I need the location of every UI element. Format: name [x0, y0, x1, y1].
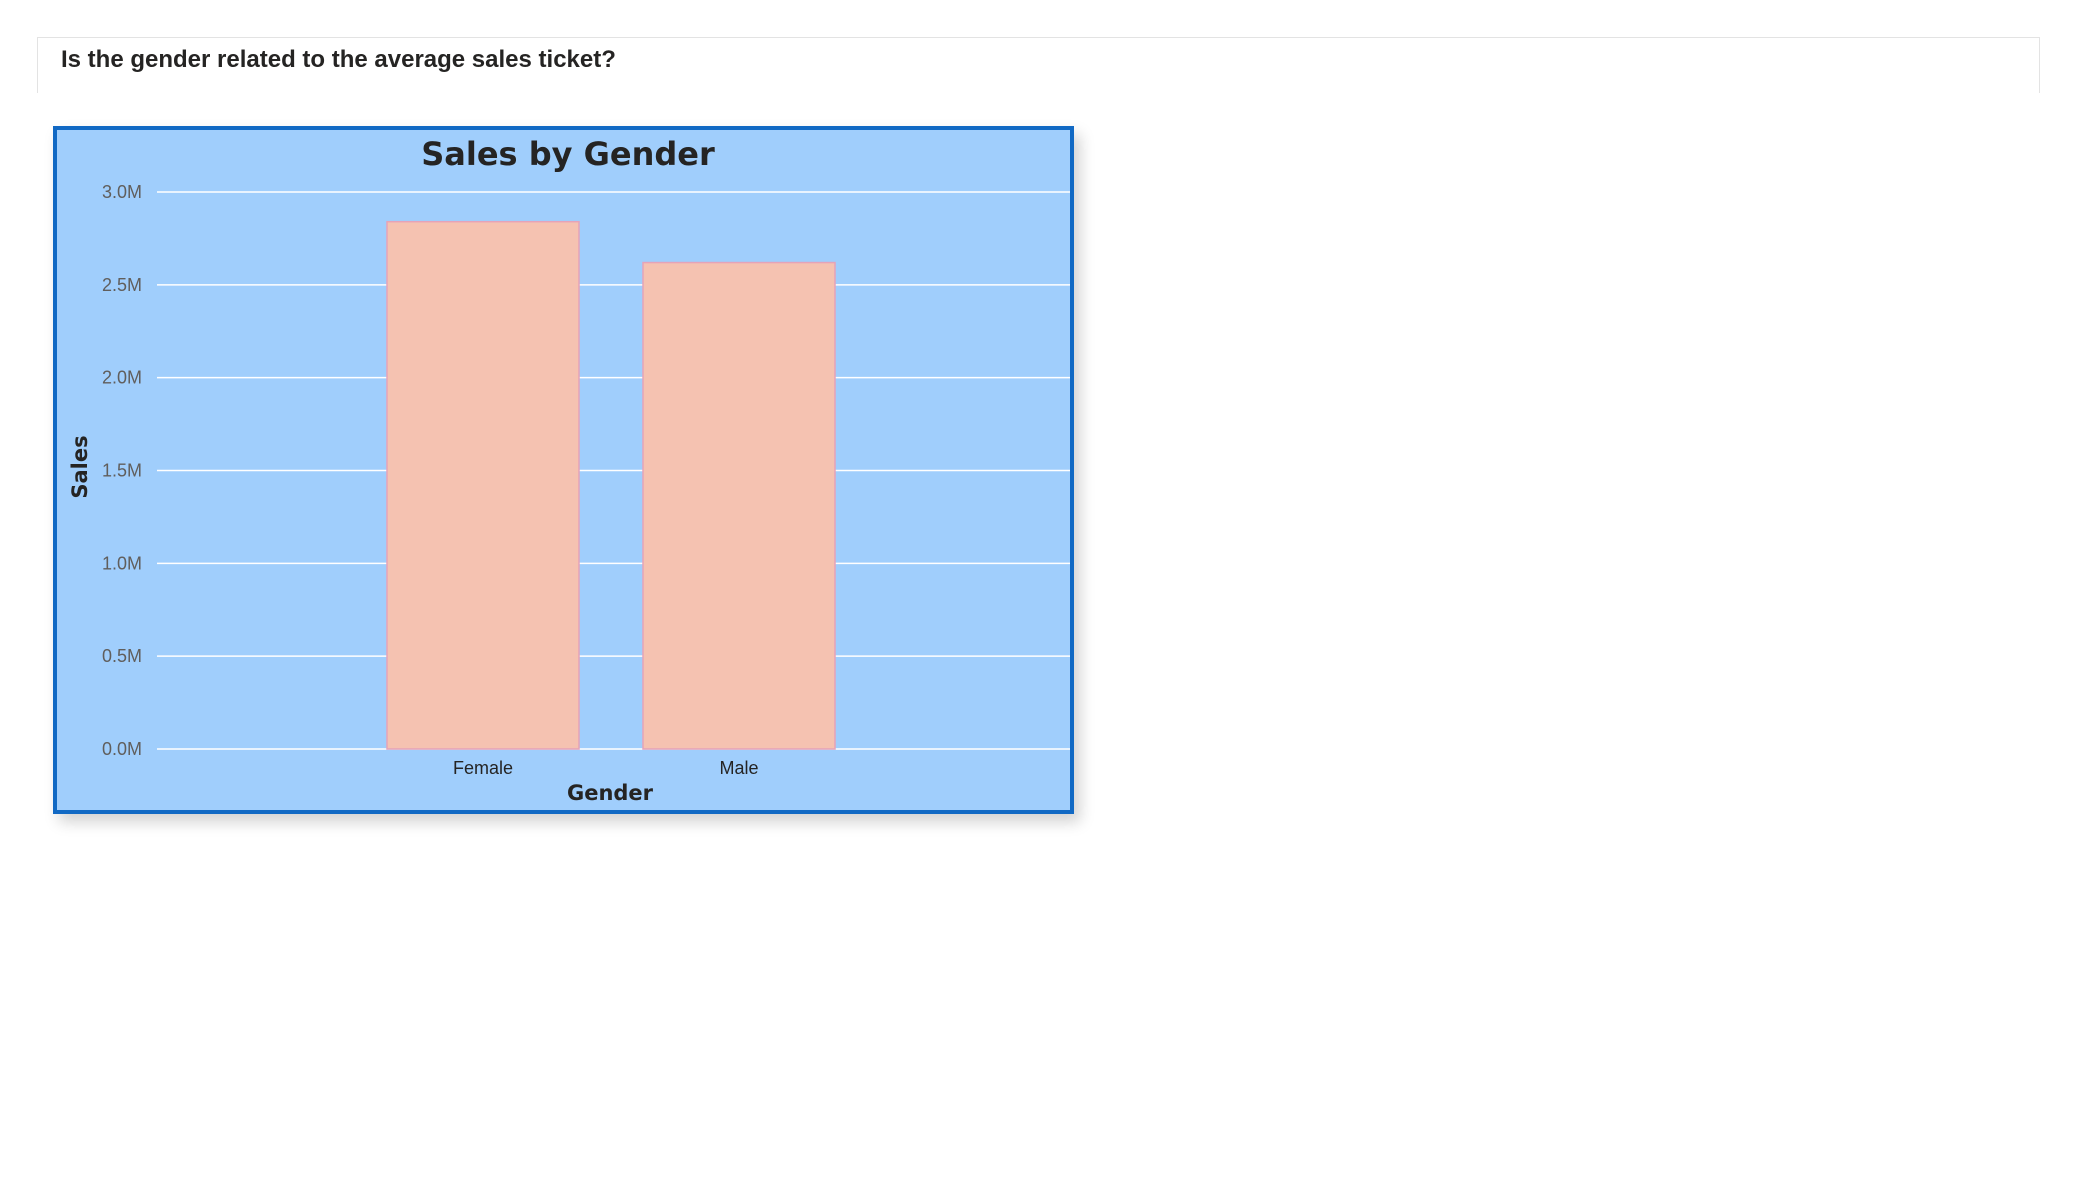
bar-chart: 0.0M0.5M1.0M1.5M2.0M2.5M3.0M Female Male …	[68, 135, 1070, 805]
chart-title: Sales by Gender	[421, 135, 715, 173]
y-tick-label: 0.5M	[102, 646, 142, 666]
gridlines	[157, 191, 1070, 750]
bars	[386, 220, 836, 750]
x-axis-ticks: Female Male	[453, 758, 759, 778]
x-tick-label: Female	[453, 758, 513, 778]
x-axis-title: Gender	[567, 781, 654, 805]
x-tick-label: Male	[719, 758, 758, 778]
bar-male[interactable]	[642, 261, 836, 750]
y-tick-label: 2.0M	[102, 368, 142, 388]
y-tick-label: 2.5M	[102, 275, 142, 295]
question-heading: Is the gender related to the average sal…	[61, 46, 616, 73]
y-tick-label: 1.5M	[102, 461, 142, 481]
sales-by-gender-visual[interactable]: 0.0M 0.5M 1.0M 1.5M 2.0M 2.5M 3.0M Female Male …	[53, 126, 1074, 814]
y-tick-label: 0.0M	[102, 739, 142, 759]
y-axis-ticks: 0.0M 0.5M 1.0M 1.5M 2.0M 2.5M 3.0M	[102, 182, 142, 759]
y-tick-label: 3.0M	[102, 182, 142, 202]
y-tick-label: 1.0M	[102, 553, 142, 573]
question-card	[37, 37, 2040, 93]
bar-female[interactable]	[386, 220, 580, 750]
y-axis-title: Sales	[68, 435, 92, 498]
